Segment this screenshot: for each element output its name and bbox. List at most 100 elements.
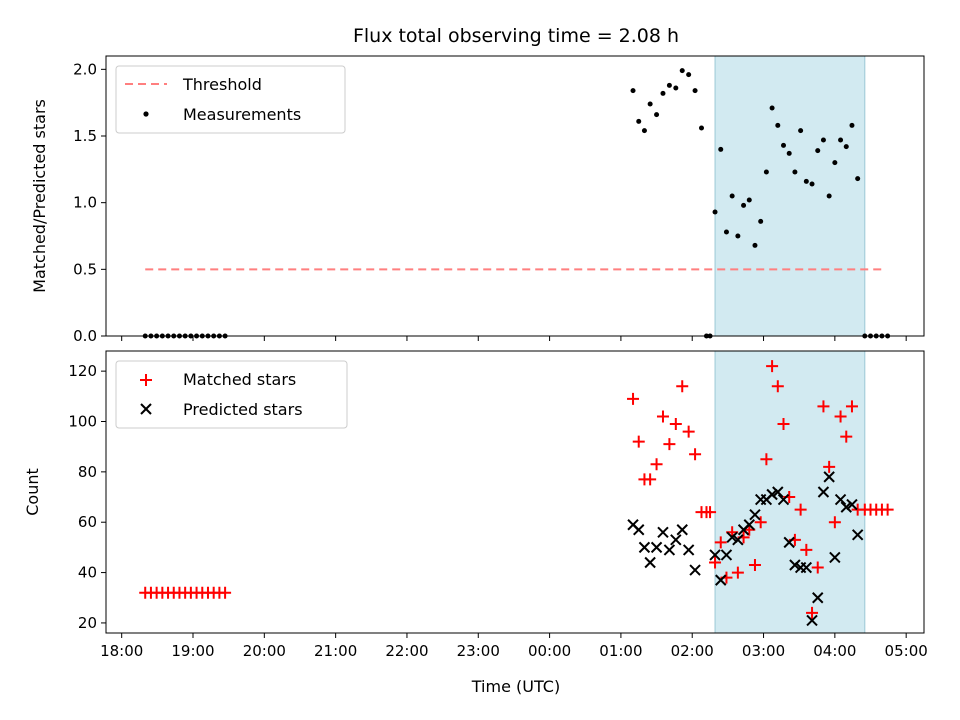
- predicted-star-point: [650, 541, 663, 554]
- measurement-point: [758, 218, 764, 224]
- top-plot-frame: [105, 55, 925, 337]
- measurement-point: [838, 137, 844, 143]
- matched-star-point: [845, 400, 858, 413]
- x-tick-label: 19:00: [171, 642, 214, 660]
- matched-star-point: [811, 561, 824, 574]
- x-tick-label: 18:00: [100, 642, 143, 660]
- top-y-tick-label: 0.0: [73, 327, 97, 345]
- measurement-point: [630, 88, 636, 94]
- measurement-point: [718, 146, 724, 152]
- measurement-point: [686, 72, 692, 78]
- predicted-star-point: [720, 549, 733, 561]
- matched-star-point: [731, 566, 744, 579]
- predicted-star-point: [726, 531, 738, 544]
- measurement-point: [729, 193, 735, 199]
- matched-star-point: [669, 418, 682, 431]
- top-shaded-span: [714, 55, 866, 337]
- measurement-point: [769, 105, 775, 111]
- measurement-point: [654, 112, 660, 118]
- predicted-star-point: [663, 544, 676, 556]
- measurement-point: [692, 88, 698, 94]
- matched-star-point: [754, 516, 767, 529]
- predicted-star-point: [783, 536, 795, 549]
- measurement-point: [741, 202, 747, 208]
- matched-star-point: [800, 543, 813, 556]
- predicted-star-point: [670, 534, 682, 546]
- predicted-star-point: [638, 541, 651, 554]
- measurement-point: [723, 229, 729, 235]
- measurement-point: [843, 144, 849, 150]
- top-legend: Threshold Measurements: [115, 65, 346, 134]
- predicted-star-point: [709, 549, 721, 561]
- x-tick-label: 22:00: [385, 642, 428, 660]
- bottom-y-tick-label: 80: [78, 463, 97, 481]
- top-panel: 0.00.51.01.52.0 Matched/Predicted stars …: [30, 55, 925, 345]
- matched-star-point: [817, 400, 830, 413]
- x-tick-label: 20:00: [243, 642, 286, 660]
- matched-legend-swatch: [140, 374, 152, 386]
- predicted-star-point: [823, 471, 835, 483]
- measurement-point: [809, 181, 815, 187]
- chart-title: Flux total observing time = 2.08 h: [353, 25, 679, 47]
- predicted-star-point: [689, 564, 701, 576]
- measurement-point: [792, 169, 798, 175]
- predicted-star-point: [777, 493, 790, 506]
- measurement-point: [820, 137, 826, 143]
- matched-star-point: [627, 392, 640, 405]
- top-y-axis-label: Matched/Predicted stars: [30, 99, 49, 293]
- predicted-star-point: [644, 556, 656, 569]
- predicted-star-point: [772, 486, 784, 498]
- matched-star-point: [709, 556, 722, 569]
- bottom-y-tick-label: 120: [68, 362, 97, 380]
- bottom-panel: 20 40 60 80 100 120 18:00 19:00 20:00 21:00 22:00…: [23, 350, 928, 696]
- predicted-star-point: [812, 592, 824, 604]
- matched-star-point: [840, 430, 853, 443]
- measurement-point: [763, 169, 769, 175]
- predicted-star-point: [682, 544, 695, 556]
- bottom-y-tick-label: 100: [68, 413, 97, 431]
- predicted-star-point: [789, 559, 801, 571]
- predicted-star-point: [834, 493, 847, 506]
- top-y-ticks: 0.0 0.5 1.0 1.5 2.0: [73, 60, 106, 345]
- predicted-star-point: [851, 529, 864, 541]
- x-tick-label: 05:00: [885, 642, 928, 660]
- predicted-star-point: [715, 574, 727, 586]
- top-x-ticks: [121, 336, 907, 341]
- measurement-point: [752, 242, 758, 248]
- matched-star-point: [656, 410, 669, 423]
- bottom-y-tick-label: 60: [78, 513, 97, 531]
- matched-star-point: [766, 360, 779, 373]
- measurement-point: [786, 150, 792, 156]
- predicted-star-point: [657, 526, 669, 538]
- predicted-star-point: [800, 561, 813, 574]
- predicted-star-point: [817, 486, 830, 498]
- measurement-point: [712, 209, 718, 215]
- predicted-star-point: [766, 488, 778, 501]
- measurement-point: [735, 233, 741, 239]
- bottom-y-tick-label: 40: [78, 564, 97, 582]
- x-tick-label: 23:00: [457, 642, 500, 660]
- measurement-point: [826, 193, 832, 199]
- measurement-point: [673, 85, 679, 91]
- measurement-point: [775, 122, 781, 128]
- measurement-point: [679, 68, 685, 74]
- measurement-point: [832, 160, 838, 166]
- predicted-stars-points: [627, 471, 864, 627]
- top-legend-box: [115, 65, 346, 134]
- measurement-point: [803, 178, 809, 184]
- bottom-x-ticks: 18:00 19:00 20:00 21:00 22:00 23:00 00:00 01:00…: [100, 633, 928, 660]
- x-tick-label: 03:00: [742, 642, 785, 660]
- matched-star-point: [219, 586, 232, 599]
- matched-star-point: [682, 425, 695, 438]
- x-axis-label: Time (UTC): [471, 677, 560, 696]
- matched-star-point: [823, 460, 836, 473]
- x-tick-label: 00:00: [528, 642, 571, 660]
- matched-star-point: [676, 380, 689, 393]
- matched-star-point: [704, 506, 717, 519]
- bottom-legend: Matched stars Predicted stars: [115, 360, 348, 429]
- x-tick-label: 01:00: [599, 642, 642, 660]
- measurement-point: [666, 82, 672, 88]
- matched-star-point: [834, 410, 847, 423]
- matched-star-point: [777, 418, 790, 431]
